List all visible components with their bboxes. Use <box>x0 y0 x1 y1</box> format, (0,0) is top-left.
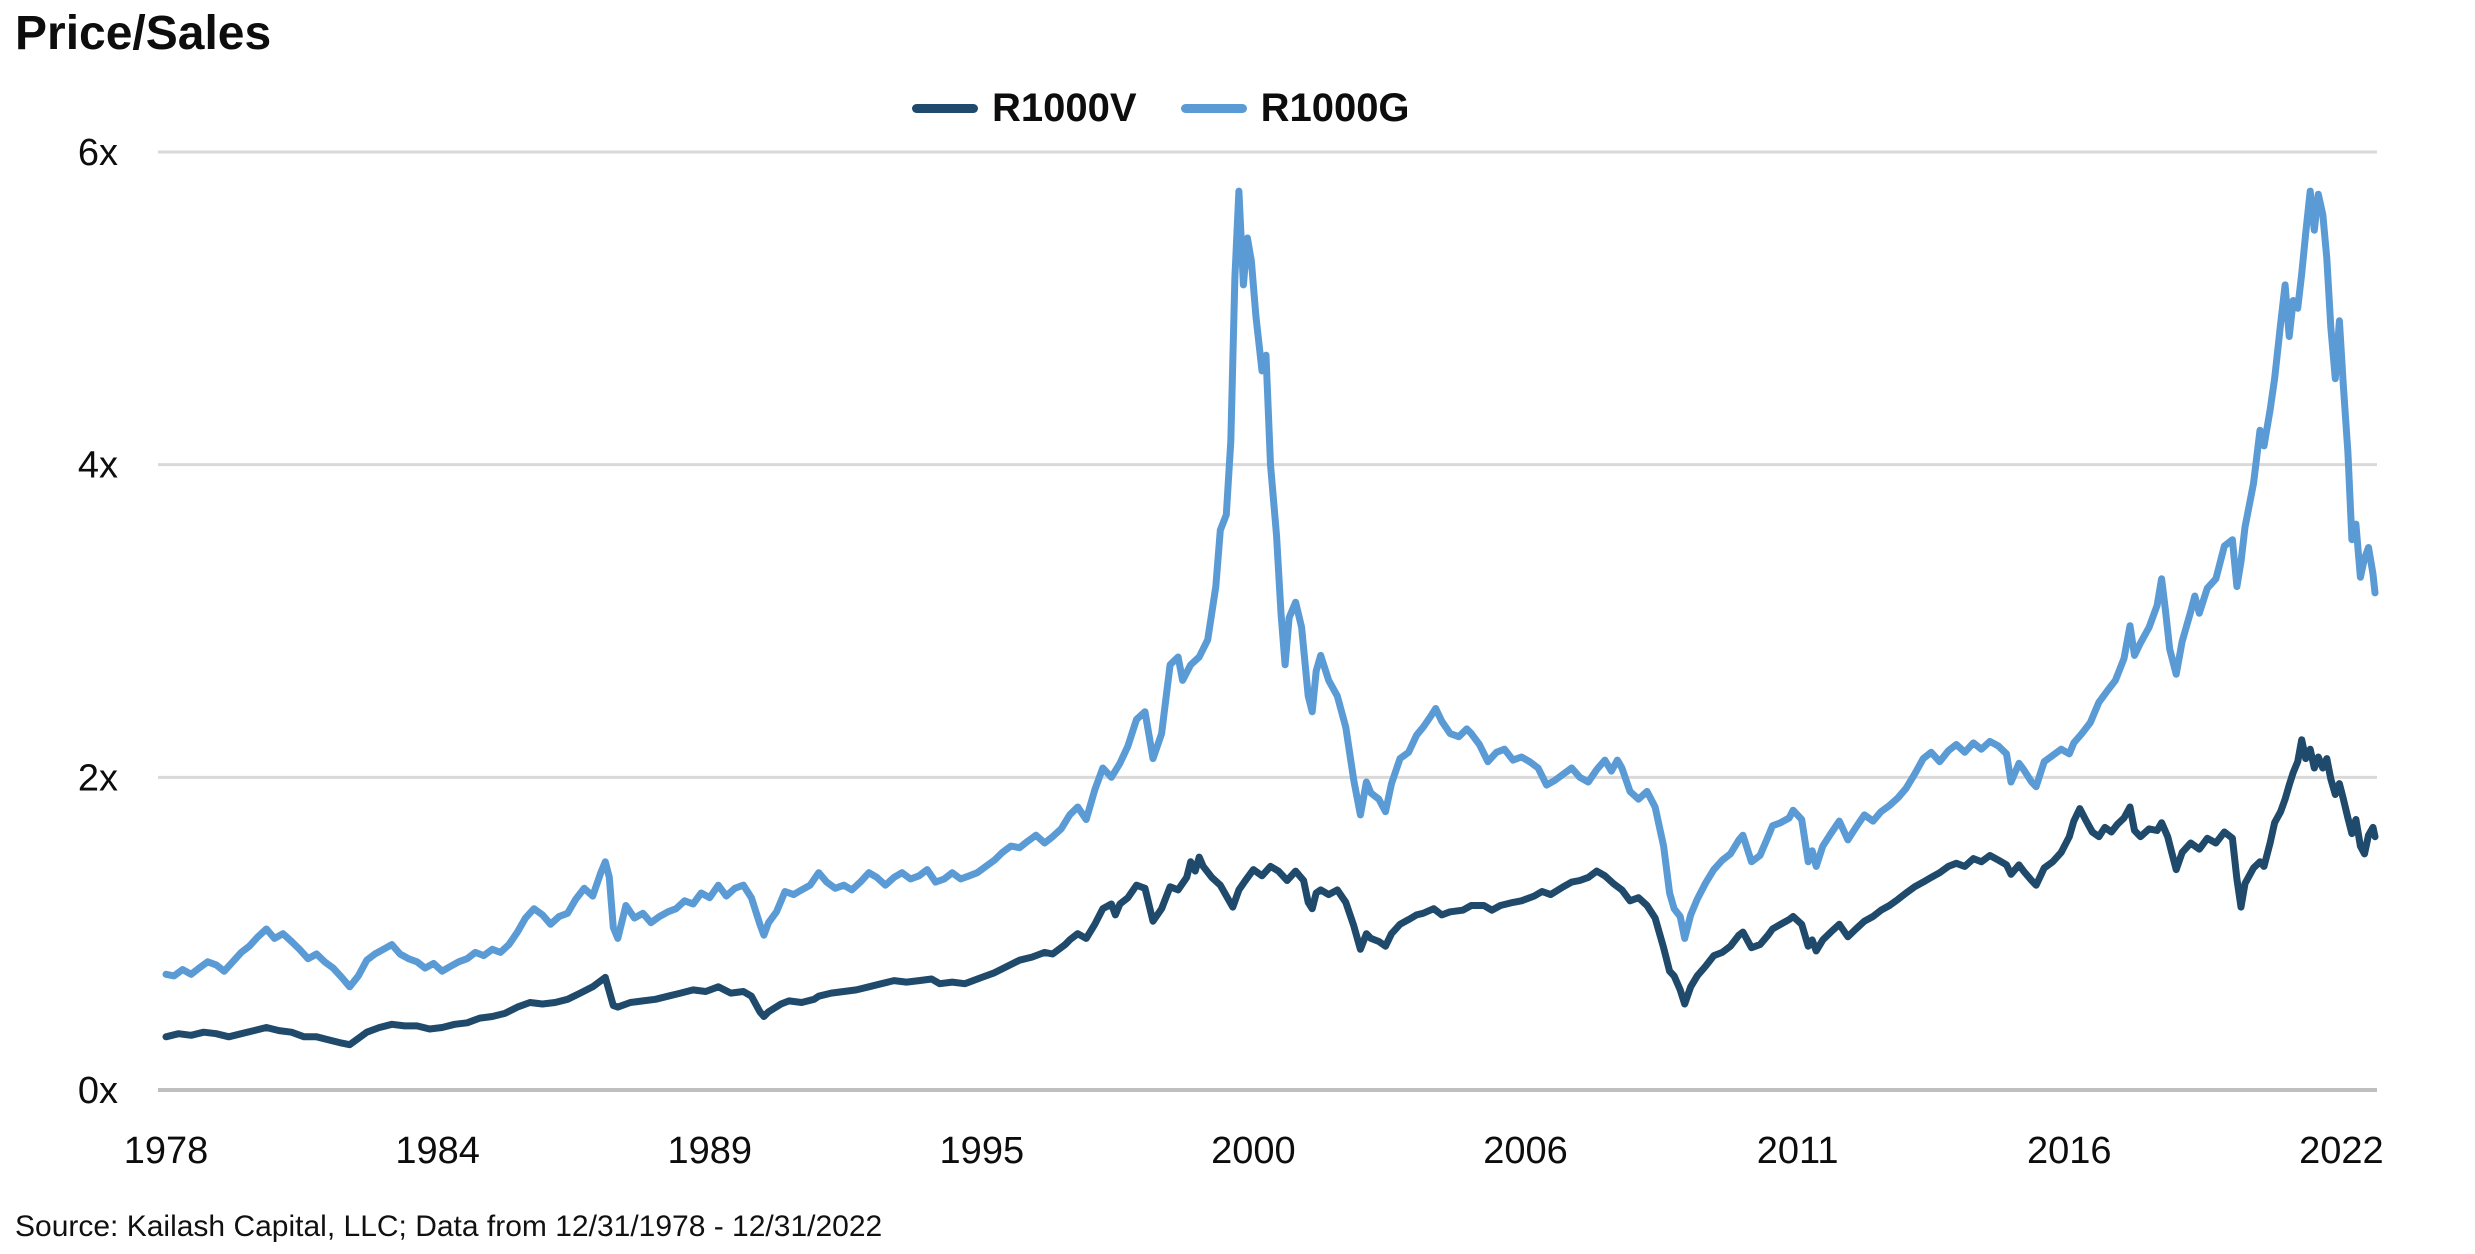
y-tick-label: 0x <box>78 1070 118 1112</box>
legend-item-r1000g: R1000G <box>1180 86 1410 131</box>
x-tick-label: 2000 <box>1211 1130 1296 1172</box>
y-tick-label: 4x <box>78 445 118 487</box>
x-tick-label: 1995 <box>940 1130 1025 1172</box>
x-tick-label: 2022 <box>2299 1130 2384 1172</box>
legend-label-r1000g: R1000G <box>1260 86 1410 130</box>
x-tick-label: 2016 <box>2027 1130 2112 1172</box>
series-line-r1000g <box>162 187 2379 991</box>
y-tick-label: 6x <box>78 132 118 174</box>
r1000g-line-swatch-icon <box>1180 104 1247 113</box>
chart-legend: R1000V R1000G <box>912 86 1410 131</box>
x-tick-label: 2011 <box>1757 1130 1839 1172</box>
legend-label-r1000v: R1000V <box>992 86 1137 130</box>
legend-item-r1000v: R1000V <box>912 86 1137 131</box>
x-tick-label: 1989 <box>667 1130 752 1172</box>
series-line-r1000v <box>162 736 2379 1049</box>
x-tick-label: 1984 <box>395 1130 480 1172</box>
r1000v-line-swatch-icon <box>912 104 978 113</box>
x-tick-label: 1978 <box>124 1130 209 1172</box>
chart-title: Price/Sales <box>15 7 272 60</box>
x-tick-label: 2006 <box>1483 1130 1568 1172</box>
source-note: Source: Kailash Capital, LLC; Data from … <box>15 1210 883 1243</box>
y-tick-label: 2x <box>78 757 118 799</box>
